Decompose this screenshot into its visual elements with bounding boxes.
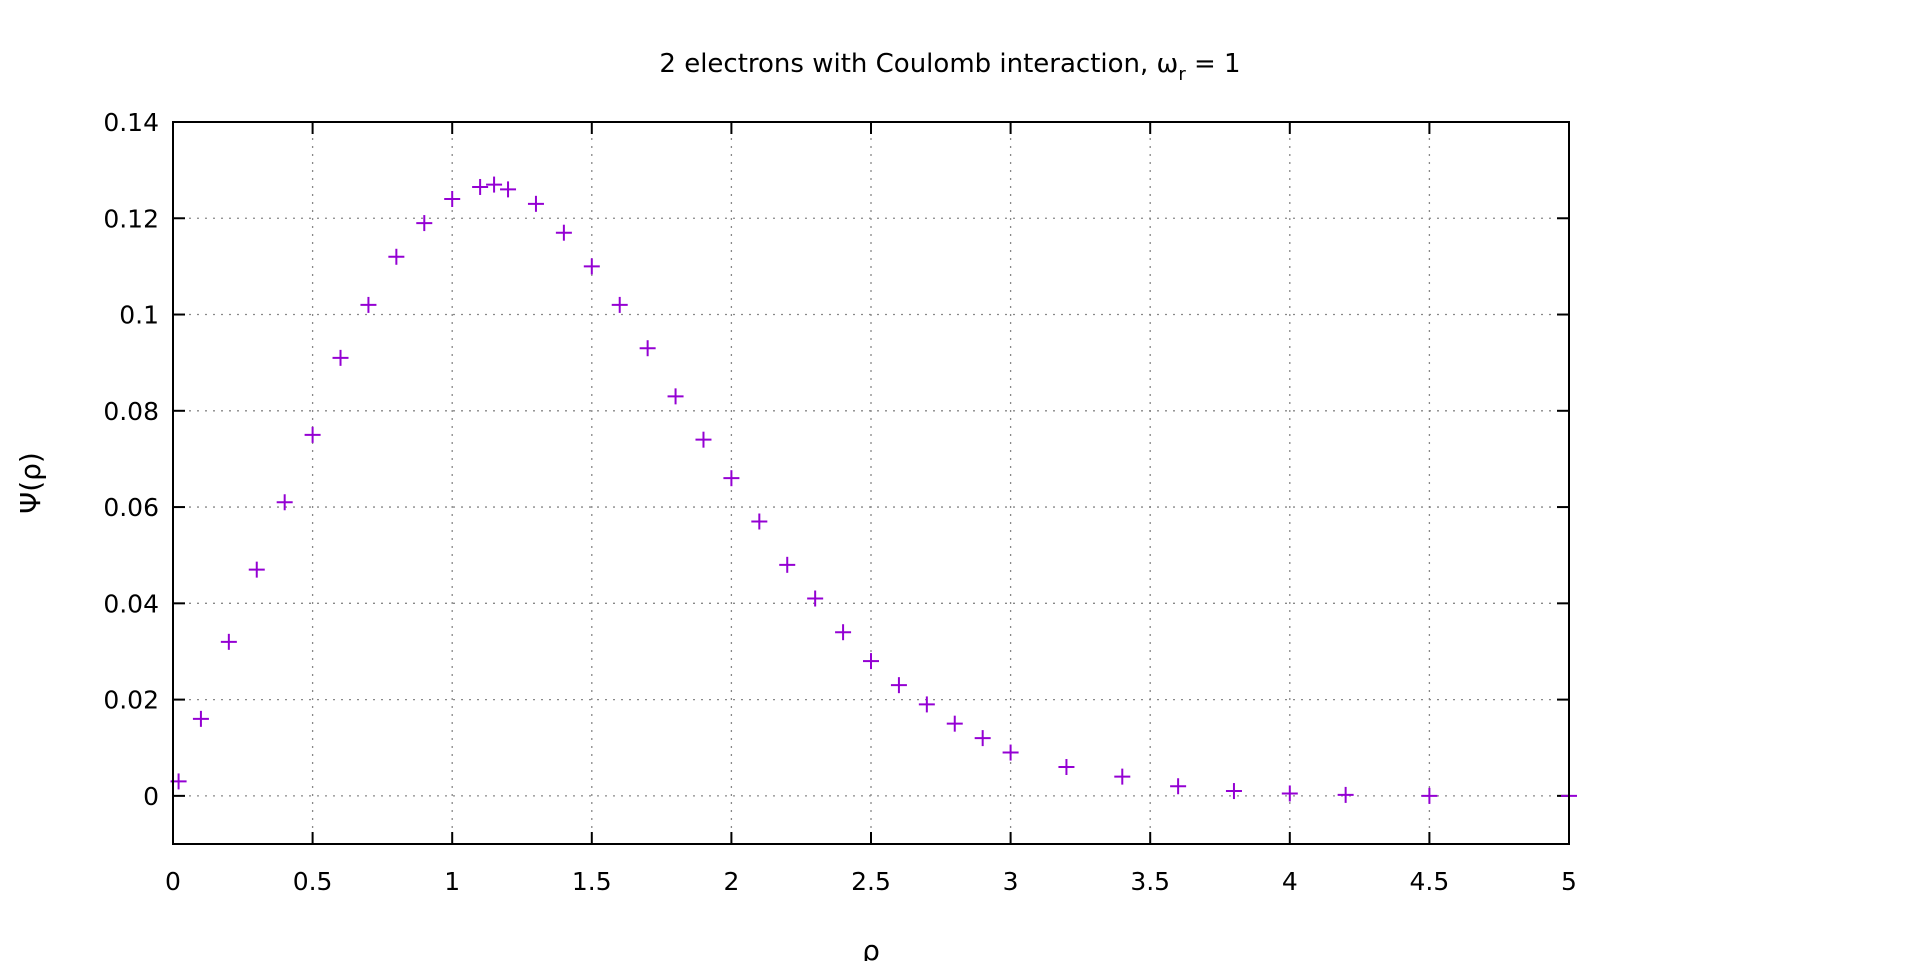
data-series [170, 176, 1577, 804]
data-point [416, 215, 433, 232]
y-tick-label: 0.08 [103, 397, 159, 426]
data-point [444, 191, 461, 208]
data-point [1225, 783, 1242, 800]
data-point [1058, 758, 1075, 775]
x-tick-label: 3 [1003, 867, 1019, 896]
x-tick-label: 2 [723, 867, 739, 896]
data-point [248, 561, 265, 578]
data-point [583, 258, 600, 275]
data-point [723, 470, 740, 487]
data-point [1337, 786, 1354, 803]
data-point [1002, 744, 1019, 761]
data-point [388, 248, 405, 265]
y-axis-label: Ψ(ρ) [14, 452, 47, 514]
data-point [304, 426, 321, 443]
y-tick-label: 0.12 [103, 204, 159, 233]
data-point [974, 730, 991, 747]
data-point [807, 590, 824, 607]
x-axis-label: ρ [862, 934, 880, 961]
x-tick-label: 1.5 [572, 867, 612, 896]
grid [173, 122, 1569, 844]
x-tick-label: 4.5 [1410, 867, 1450, 896]
data-point [192, 710, 209, 727]
data-point [220, 633, 237, 650]
x-tick-label: 2.5 [851, 867, 891, 896]
data-point [779, 556, 796, 573]
chart-title: 2 electrons with Coulomb interaction, ωr… [659, 49, 1240, 85]
data-point [500, 181, 517, 198]
y-tick-label: 0.14 [103, 108, 159, 137]
x-tick-label: 1 [444, 867, 460, 896]
data-point [1421, 787, 1438, 804]
data-point [276, 494, 293, 511]
data-point [611, 296, 628, 313]
data-point [918, 696, 935, 713]
data-point [751, 513, 768, 530]
data-point [1114, 768, 1131, 785]
chart-title-main: 2 electrons with Coulomb interaction, ω [659, 49, 1178, 79]
data-point [667, 388, 684, 405]
x-tick-labels: 0 0.5 1 1.5 2 2.5 3 3.5 4 4.5 5 [165, 867, 1577, 896]
plot-frame [172, 121, 1570, 845]
data-point [835, 624, 852, 641]
data-point [486, 176, 503, 193]
data-point [1170, 778, 1187, 795]
y-tick-labels: 0 0.02 0.04 0.06 0.08 0.1 0.12 0.14 [103, 108, 159, 811]
chart-title-subscript: r [1178, 64, 1186, 85]
y-tick-label: 0.04 [103, 589, 159, 618]
data-point [695, 431, 712, 448]
data-point [360, 296, 377, 313]
data-point [1281, 785, 1298, 802]
data-point [472, 178, 489, 195]
data-point [527, 195, 544, 212]
chart-title-tail: = 1 [1186, 49, 1241, 79]
data-point [863, 653, 879, 670]
data-point [639, 340, 656, 357]
x-tick-label: 0.5 [293, 867, 333, 896]
x-tick-label: 4 [1282, 867, 1298, 896]
data-point [332, 349, 349, 366]
data-point [890, 677, 907, 694]
x-tick-label: 0 [165, 867, 181, 896]
y-tick-label: 0.02 [103, 686, 159, 715]
x-tick-label: 3.5 [1130, 867, 1170, 896]
y-tick-label: 0.1 [119, 301, 159, 330]
y-tick-label: 0.06 [103, 493, 159, 522]
x-tick-label: 5 [1561, 867, 1577, 896]
data-point [946, 715, 963, 732]
y-tick-label: 0 [143, 782, 159, 811]
data-point [555, 224, 572, 241]
